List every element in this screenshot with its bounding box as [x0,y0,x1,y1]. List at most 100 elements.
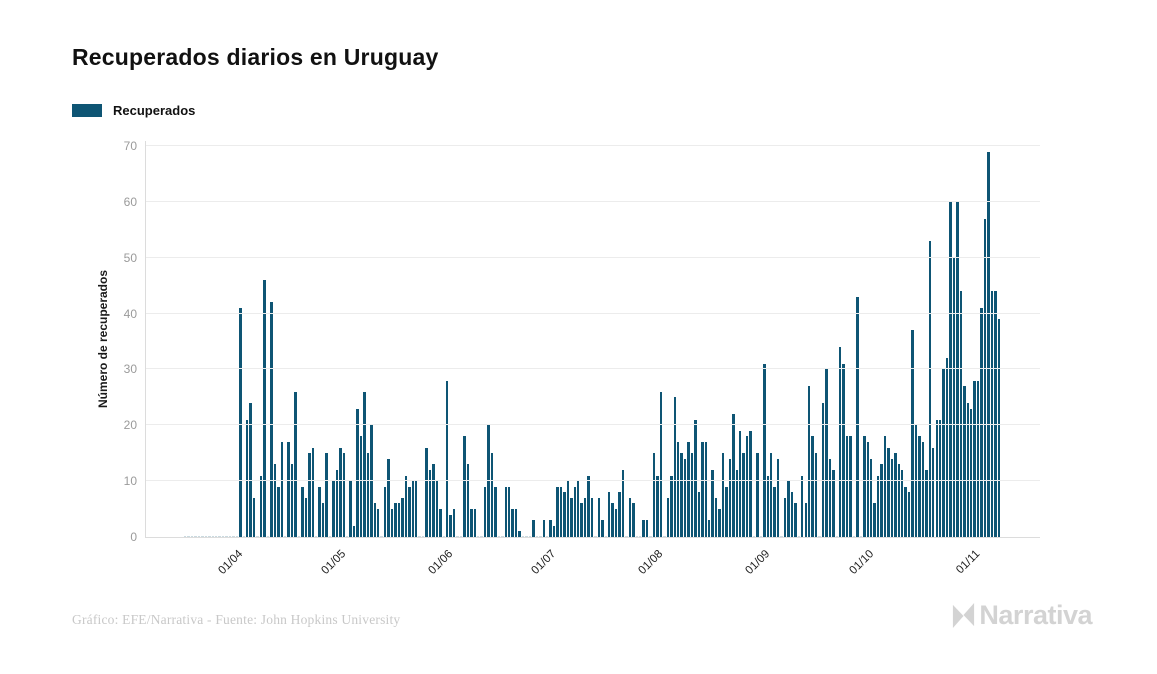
grid-line [146,312,1040,314]
bar [928,241,932,537]
y-axis-title: Número de recuperados [96,269,110,409]
bar [470,509,473,537]
bar [532,520,535,537]
bar [804,503,807,537]
bar [556,487,559,537]
bar [921,442,925,537]
bar [759,536,763,537]
bar [976,381,980,537]
bar [480,536,483,537]
bar [797,536,801,537]
bar [618,492,621,537]
x-tick-label: 01/10 [846,548,876,577]
bar [452,509,456,537]
bar [907,492,911,537]
grid-line [146,368,1040,370]
bar [232,536,235,537]
grid-line [146,200,1040,202]
bar [642,520,645,537]
x-tick-label: 01/06 [426,548,456,577]
bar [608,492,611,537]
bar [659,392,663,537]
bar [694,420,697,537]
bar [859,536,863,537]
bar [252,498,256,537]
bar [656,476,659,537]
bar [838,347,842,537]
bar [404,476,408,537]
bar [828,459,832,537]
bar [325,453,328,537]
bar [721,453,725,537]
bar [983,219,987,537]
y-tick-label: 50 [123,250,137,265]
legend-swatch [72,104,102,117]
bar [680,453,683,537]
bar [935,420,938,537]
bar [266,536,270,537]
bar [380,536,383,537]
bar [904,487,907,537]
bar [346,536,349,537]
bar [673,397,676,537]
bar [690,453,694,537]
bar [794,503,797,537]
bar [756,453,759,537]
bar [408,487,411,537]
grid-line [146,145,1040,146]
bar [425,448,428,537]
bar [321,503,325,537]
bar [994,291,997,537]
legend: Recuperados [72,103,195,118]
bar [377,509,380,537]
bar [570,498,573,537]
bar [256,536,259,537]
bar [187,536,190,537]
bar [290,464,294,537]
x-tick-label: 01/09 [743,548,773,577]
bar [718,509,721,537]
bar [190,536,194,537]
bar [852,536,856,537]
narrativa-logo-text: Narrativa [979,600,1092,630]
bar [752,536,756,537]
bar [494,487,497,537]
bar [263,280,266,537]
bar [866,442,869,537]
bar [652,453,656,537]
bar [366,453,370,537]
bar [880,464,883,537]
bar [514,509,518,537]
bar [614,509,618,537]
bar [728,459,732,537]
bar [401,498,404,537]
bar [601,520,604,537]
bar [397,503,401,537]
bar [445,381,449,537]
y-tick-label: 60 [123,194,137,209]
x-tick-label: 01/04 [216,548,245,577]
plot-area[interactable]: 0 10 20 30 40 50 60 70 01/04 01/05 01/06 01/07 01/08… [124,139,1040,577]
bar [632,503,635,537]
bar [442,536,445,537]
bars-container [184,140,1001,537]
bar [477,536,480,537]
bar [997,319,1000,537]
legend-label: Recuperados [113,103,196,118]
bar [280,442,283,537]
bar [745,436,749,537]
bar [714,498,718,537]
bar [649,536,652,537]
bar [780,536,783,537]
narrativa-n-icon [953,602,975,629]
bar [969,409,973,537]
legend-item-recuperados[interactable]: Recuperados [72,103,195,118]
bar [549,520,552,537]
bar [832,470,835,537]
bar [639,536,642,537]
bar [304,498,308,537]
bar [566,481,570,537]
bar [435,481,439,537]
y-tick-label: 20 [123,418,137,433]
